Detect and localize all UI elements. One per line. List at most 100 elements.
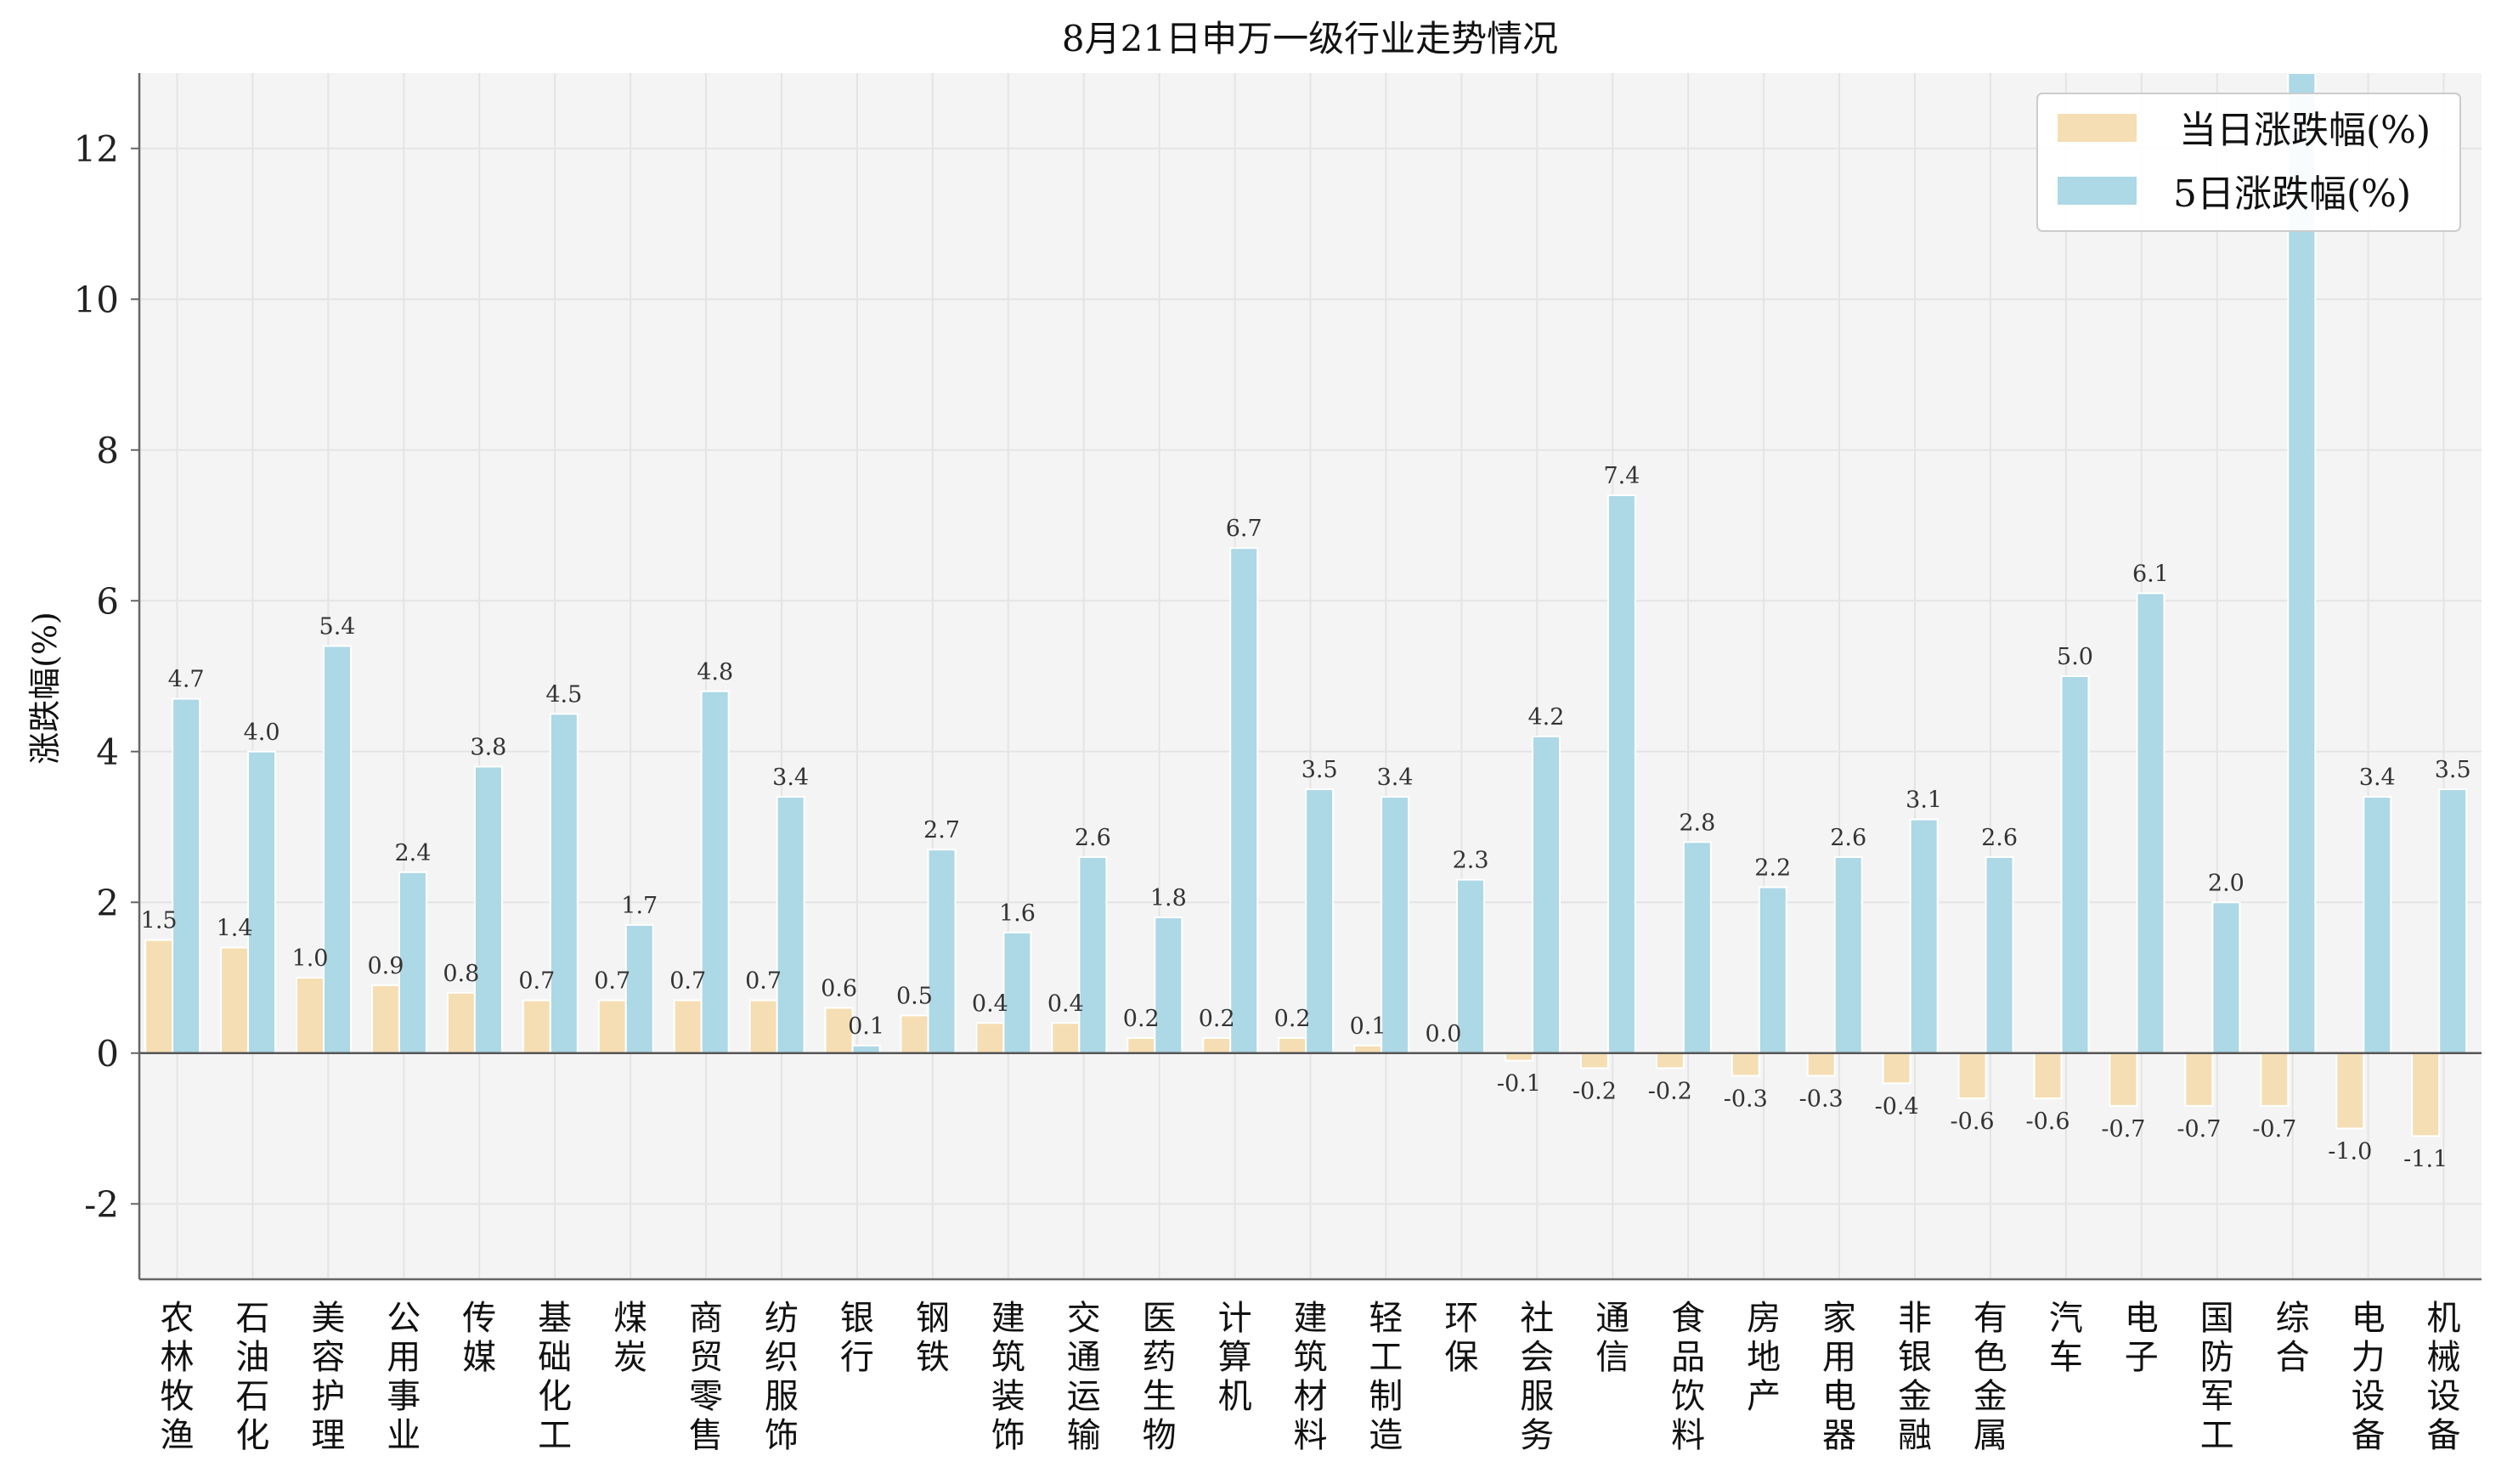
bar-daily-10 xyxy=(901,1015,928,1052)
category-label-char: 筑 xyxy=(1294,1338,1328,1377)
category-label-char: 化 xyxy=(538,1377,572,1416)
category-label-char: 车 xyxy=(2049,1338,2083,1377)
value-label-daily-1: 1.4 xyxy=(217,916,253,942)
category-label-char: 品 xyxy=(1671,1338,1705,1377)
value-label-5day-0: 4.7 xyxy=(168,667,205,693)
category-label-char: 公 xyxy=(387,1299,421,1338)
category-label-char: 石 xyxy=(235,1377,269,1416)
category-label-char: 交 xyxy=(1067,1299,1101,1338)
value-label-daily-19: -0.2 xyxy=(1573,1079,1617,1105)
value-label-5day-21: 2.2 xyxy=(1754,855,1791,882)
value-label-daily-22: -0.3 xyxy=(1799,1086,1844,1112)
category-label-char: 社 xyxy=(1520,1299,1554,1338)
value-label-daily-3: 0.9 xyxy=(367,953,404,979)
category-label-char: 计 xyxy=(1218,1299,1252,1338)
category-label-char: 石 xyxy=(235,1299,269,1338)
category-label-char: 事 xyxy=(387,1377,421,1416)
legend-label-5day: 5日涨跌幅(%) xyxy=(2173,172,2411,216)
category-label-char: 药 xyxy=(1143,1338,1177,1377)
category-label-char: 产 xyxy=(1747,1377,1781,1416)
bar-daily-20 xyxy=(1657,1053,1684,1069)
value-label-5day-24: 2.6 xyxy=(1981,825,2018,851)
value-label-daily-8: 0.7 xyxy=(745,968,782,995)
category-label-char: 农 xyxy=(160,1299,194,1338)
category-label-char: 械 xyxy=(2427,1338,2461,1377)
category-label-char: 工 xyxy=(538,1416,572,1455)
category-label-17: 环保 xyxy=(1444,1299,1478,1377)
category-label-char: 炭 xyxy=(613,1338,647,1377)
category-label-char: 信 xyxy=(1595,1338,1629,1377)
bar-daily-25 xyxy=(2035,1053,2062,1098)
category-label-char: 容 xyxy=(311,1338,345,1377)
bar-5day-25 xyxy=(2062,676,2089,1053)
bar-5day-9 xyxy=(853,1046,880,1053)
category-label-char: 色 xyxy=(1973,1338,2007,1377)
bar-5day-7 xyxy=(702,691,729,1053)
category-label-char: 金 xyxy=(1898,1377,1932,1416)
category-label-char: 会 xyxy=(1520,1338,1554,1377)
y-tick-label: 4 xyxy=(96,731,119,773)
category-label-char: 综 xyxy=(2276,1299,2310,1338)
value-label-daily-6: 0.7 xyxy=(594,968,630,995)
value-label-daily-10: 0.5 xyxy=(896,983,933,1009)
category-label-char: 建 xyxy=(991,1299,1025,1338)
category-label-char: 美 xyxy=(311,1299,345,1338)
value-label-5day-23: 3.1 xyxy=(1906,787,1942,814)
category-label-char: 通 xyxy=(1067,1338,1101,1377)
bar-daily-5 xyxy=(523,1001,551,1053)
value-label-5day-7: 4.8 xyxy=(697,659,733,686)
category-labels: 农林牧渔石油石化美容护理公用事业传媒基础化工煤炭商贸零售纺织服饰银行钢铁建筑装饰… xyxy=(160,1299,2460,1455)
category-label-char: 用 xyxy=(387,1338,421,1377)
category-label-char: 饰 xyxy=(991,1416,1025,1455)
bar-daily-29 xyxy=(2336,1053,2363,1129)
category-label-char: 备 xyxy=(2427,1416,2461,1455)
bar-5day-0 xyxy=(172,699,200,1053)
category-label-char: 保 xyxy=(1444,1338,1478,1377)
category-label-14: 计算机 xyxy=(1218,1299,1252,1416)
bar-5day-10 xyxy=(928,849,955,1053)
category-label-char: 设 xyxy=(2427,1377,2461,1416)
category-label-char: 银 xyxy=(1898,1338,1932,1377)
category-label-char: 饰 xyxy=(765,1416,799,1455)
bar-daily-30 xyxy=(2412,1053,2439,1137)
value-label-5day-22: 2.6 xyxy=(1830,825,1866,851)
bar-daily-27 xyxy=(2185,1053,2212,1106)
value-label-daily-4: 0.8 xyxy=(443,961,479,987)
category-label-19: 通信 xyxy=(1595,1299,1629,1377)
category-label-char: 装 xyxy=(991,1377,1025,1416)
value-label-daily-7: 0.7 xyxy=(669,968,706,995)
category-label-char: 备 xyxy=(2352,1416,2386,1455)
category-label-char: 设 xyxy=(2352,1377,2386,1416)
value-label-daily-15: 0.2 xyxy=(1274,1006,1311,1032)
legend: 当日涨跌幅(%) 5日涨跌幅(%) xyxy=(2037,93,2460,231)
category-label-char: 料 xyxy=(1294,1416,1328,1455)
category-label-char: 林 xyxy=(160,1338,194,1377)
bar-daily-2 xyxy=(296,978,324,1053)
y-tick-label: 8 xyxy=(96,430,119,471)
category-label-char: 轻 xyxy=(1369,1299,1403,1338)
category-label-char: 机 xyxy=(2427,1299,2461,1338)
bar-daily-19 xyxy=(1581,1053,1608,1069)
category-label-char: 化 xyxy=(235,1416,269,1455)
category-label-char: 器 xyxy=(1822,1416,1856,1455)
value-label-daily-27: -0.7 xyxy=(2177,1116,2221,1143)
category-label-char: 服 xyxy=(1520,1377,1554,1416)
bar-daily-21 xyxy=(1732,1053,1759,1076)
category-label-char: 料 xyxy=(1671,1416,1705,1455)
category-label-char: 础 xyxy=(538,1338,572,1377)
legend-label-daily: 当日涨跌幅(%) xyxy=(2179,109,2431,152)
category-label-char: 房 xyxy=(1747,1299,1781,1338)
value-label-daily-20: -0.2 xyxy=(1648,1079,1692,1105)
value-label-5day-9: 0.1 xyxy=(848,1013,884,1040)
value-label-daily-28: -0.7 xyxy=(2252,1116,2296,1143)
